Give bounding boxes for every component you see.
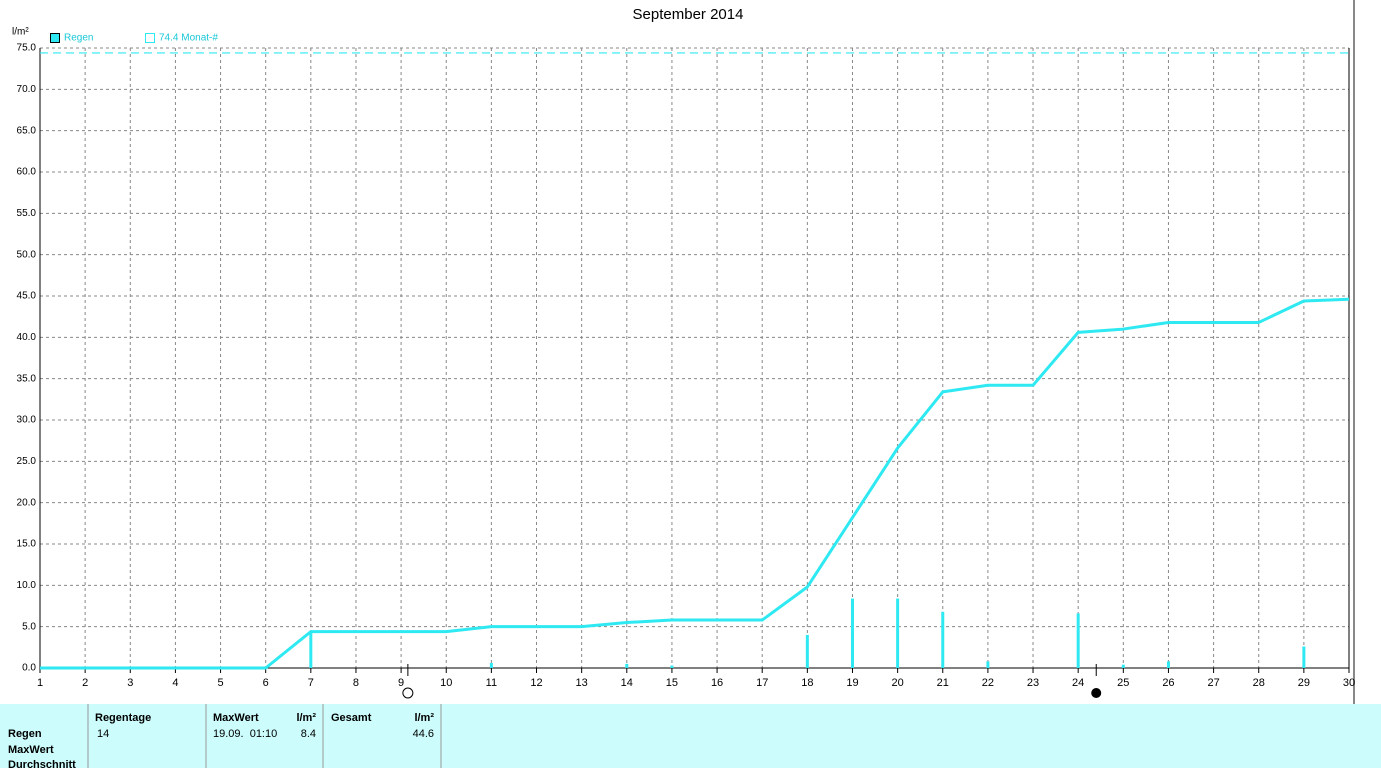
table-panel [0, 704, 1381, 768]
row-label: MaxWert [8, 744, 54, 756]
x-tick-label: 27 [1207, 677, 1219, 689]
table-separators [87, 704, 442, 768]
table-cell: 8.4 [301, 728, 316, 740]
x-tick-label: 3 [127, 677, 133, 689]
y-tick-label: 75.0 [17, 43, 37, 54]
y-tick-label: 45.0 [17, 291, 37, 302]
chart-title: September 2014 [633, 6, 744, 23]
x-tick-label: 15 [666, 677, 678, 689]
table-header: Regentage [95, 712, 151, 724]
x-tick-label: 13 [576, 677, 588, 689]
x-tick-label: 26 [1162, 677, 1174, 689]
y-tick-label: 25.0 [17, 456, 37, 467]
x-tick-label: 10 [440, 677, 452, 689]
x-tick-label: 28 [1253, 677, 1265, 689]
legend-label: Regen [64, 33, 93, 44]
bar [1121, 664, 1125, 668]
y-tick-label: 70.0 [17, 84, 37, 95]
x-tick-label: 9 [398, 677, 404, 689]
y-axis-label: l/m² [12, 27, 29, 38]
x-tick-label: 4 [172, 677, 178, 689]
x-tick-label: 5 [217, 677, 223, 689]
y-tick-label: 65.0 [17, 125, 37, 136]
x-tick-label: 14 [621, 677, 633, 689]
table-cell: 19.09. 01:10 [213, 728, 277, 740]
row-label: Durchschnitt [8, 759, 76, 768]
x-tick-label: 25 [1117, 677, 1129, 689]
x-tick-label: 24 [1072, 677, 1084, 689]
bar [309, 631, 313, 668]
bar [941, 611, 945, 668]
bar [625, 663, 629, 668]
y-tick-label: 40.0 [17, 332, 37, 343]
x-tick-label: 22 [982, 677, 994, 689]
x-tick-label: 8 [353, 677, 359, 689]
bar [489, 663, 493, 668]
table-cell: 14 [97, 728, 109, 740]
y-tick-label: 20.0 [17, 497, 37, 508]
y-tick-label: 15.0 [17, 539, 37, 550]
y-tick-label: 50.0 [17, 249, 37, 260]
x-tick-label: 12 [530, 677, 542, 689]
y-tick-label: 55.0 [17, 208, 37, 219]
table-header: Gesamt [331, 712, 372, 724]
x-tick-label: 1 [37, 677, 43, 689]
x-tick-label: 21 [937, 677, 949, 689]
x-tick-label: 16 [711, 677, 723, 689]
bar [896, 598, 900, 668]
line [40, 297, 1350, 670]
x-tick-label: 19 [846, 677, 858, 689]
y-tick-label: 10.0 [17, 580, 37, 591]
y-tick-label: 5.0 [22, 621, 36, 632]
bar [805, 634, 809, 668]
table-header: MaxWert [213, 712, 259, 724]
bar [1076, 613, 1080, 668]
table: Regentage MaxWert l/m² Gesamt l/m² Regen… [8, 712, 434, 768]
bar [1166, 661, 1170, 668]
x-tick-label: 30 [1343, 677, 1355, 689]
x-tick-label: 23 [1027, 677, 1039, 689]
bar [850, 598, 854, 668]
x-tick-label: 17 [756, 677, 768, 689]
x-tick-label: 6 [263, 677, 269, 689]
x-tick-label: 11 [486, 677, 497, 689]
table-cell: 44.6 [413, 728, 434, 740]
x-tick-label: 7 [308, 677, 314, 689]
y-tick-label: 60.0 [17, 167, 37, 178]
y-tick-label: 0.0 [22, 663, 36, 674]
legend-swatch [50, 33, 60, 43]
x-tick-label: 18 [801, 677, 813, 689]
x-tick-label: 2 [82, 677, 88, 689]
bar [986, 661, 990, 668]
table-header: l/m² [414, 712, 434, 724]
x-tick-label: 29 [1298, 677, 1310, 689]
table-header: l/m² [296, 712, 316, 724]
bar [670, 665, 674, 668]
y-tick-label: 30.0 [17, 415, 37, 426]
moon-marker [1091, 688, 1102, 698]
row-label: Regen [8, 728, 42, 740]
legend-label: 74.4 Monat-# [159, 33, 218, 44]
bar [1302, 646, 1306, 668]
y-tick-label: 35.0 [17, 373, 37, 384]
x-tick-label: 20 [891, 677, 903, 689]
legend-swatch [145, 33, 155, 43]
moon-marker [402, 687, 414, 699]
